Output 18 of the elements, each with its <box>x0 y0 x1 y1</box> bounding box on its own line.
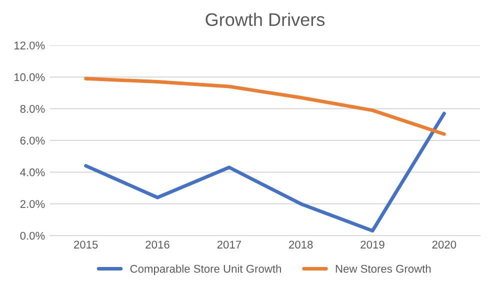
x-tick-label: 2016 <box>146 240 170 249</box>
x-tick-label: 2017 <box>217 240 241 249</box>
x-tick-label: 2020 <box>432 240 456 249</box>
x-tick-label: 2019 <box>360 240 384 249</box>
legend-label: New Stores Growth <box>336 264 431 273</box>
chart-title: Growth Drivers <box>206 12 325 26</box>
y-tick-label: 10.0% <box>14 73 45 82</box>
y-tick-label: 6.0% <box>20 136 45 145</box>
y-tick-label: 0.0% <box>20 232 45 240</box>
x-tick-label: 2015 <box>74 240 98 249</box>
legend-label: Comparable Store Unit Growth <box>130 264 281 275</box>
y-tick-label: 2.0% <box>20 200 45 208</box>
line-series <box>84 112 446 233</box>
y-tick-label: 12.0% <box>14 42 45 50</box>
y-tick-label: 4.0% <box>20 168 45 176</box>
y-tick-label: 8.0% <box>20 104 45 113</box>
x-tick-label: 2018 <box>289 240 313 249</box>
line-series <box>84 76 446 136</box>
